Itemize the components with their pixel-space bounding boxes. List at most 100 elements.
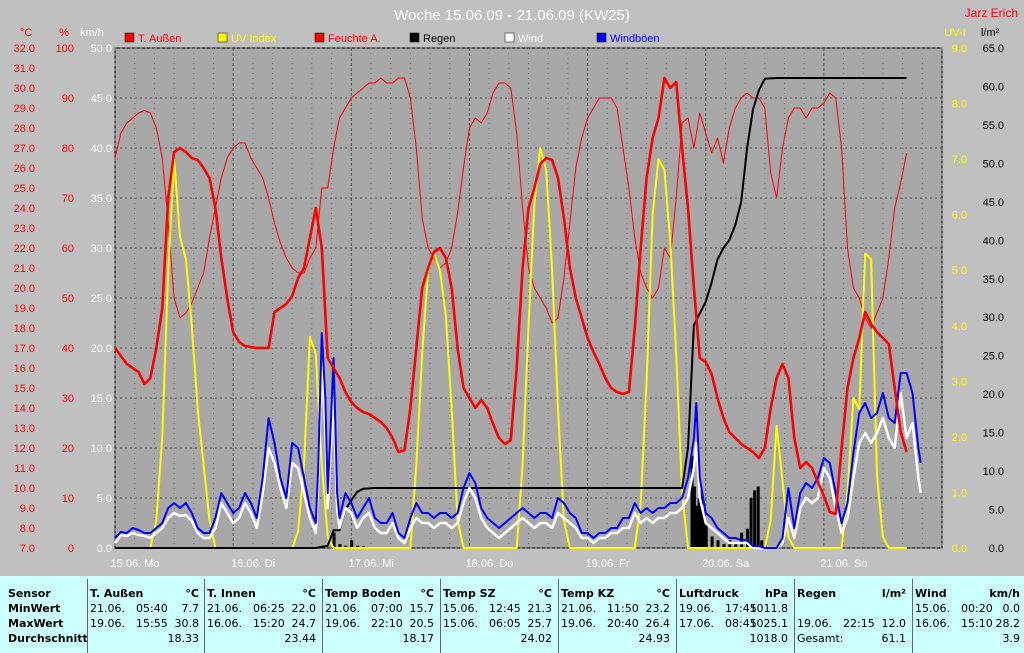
tick-label-rain: 65.0	[983, 43, 1004, 55]
stats-row-label: Durchschnitt	[8, 632, 88, 645]
weather-chart-area: 32.0 31.0 30.0 29.0 28.0 27.0 26.0 25.0 24.0 23.0…	[0, 0, 1024, 576]
tick-label-temp: 26.0	[14, 163, 35, 175]
max-time: 22:10	[371, 617, 403, 630]
stats-row-label: MaxWert	[8, 617, 64, 630]
uv-unit-label: UV-I	[944, 27, 965, 39]
stats-column-separator	[558, 579, 559, 653]
x-tick-label: 15.06. Mo	[111, 558, 160, 570]
max-time: 15:55	[136, 617, 168, 630]
stats-max-row: 19.06. 20:40 26.4	[561, 617, 672, 632]
tick-label-humidity: 10	[62, 493, 74, 505]
legend-swatch	[217, 32, 228, 43]
weather-chart: 32.0 31.0 30.0 29.0 28.0 27.0 26.0 25.0 24.0 23.0…	[0, 0, 1024, 576]
min-date: 21.06.	[325, 602, 360, 615]
legend-label: Windböen	[610, 33, 660, 45]
tick-label-temp: 28.0	[14, 123, 35, 135]
tick-label-uv: 7.0	[952, 154, 967, 166]
stats-min-row: 21.06. 05:40 7.7	[90, 602, 201, 617]
stats-avg-row: 23.44	[207, 632, 318, 647]
tick-label-humidity: 30	[62, 393, 74, 405]
x-tick-label: 17.06. Mi	[349, 558, 394, 570]
stats-header-row: Temp SZ °C	[443, 587, 554, 602]
rain-bar	[704, 524, 708, 548]
rain-bar	[753, 490, 757, 548]
stats-column: Temp SZ °C 15.06. 12:45 21.3 15.06. 06:05 25.7 2…	[443, 581, 554, 653]
tick-label-wind: 5.0	[97, 493, 112, 505]
sensor-unit: hPa	[764, 587, 788, 600]
tick-label-uv: 9.0	[952, 43, 967, 55]
axis-ticks: 32.0 31.0 30.0 29.0 28.0 27.0 26.0 25.0 24.0 23.0…	[14, 43, 1004, 570]
tick-label-temp: 10.0	[14, 483, 35, 495]
rain-bar	[722, 544, 726, 548]
tick-label-rain: 35.0	[983, 274, 1004, 286]
avg-value: 23.44	[284, 632, 317, 645]
max-time: 20:40	[607, 617, 639, 630]
rain-bar	[702, 509, 706, 548]
rain-bar	[749, 498, 753, 548]
stats-max-row: 16.06. 15:10 28.2	[915, 617, 1022, 632]
legend-label: UV Index	[231, 33, 277, 45]
stats-min-row: 21.06. 07:00 15.7	[325, 602, 436, 617]
max-value: 28.2	[995, 617, 1021, 630]
stats-avg-row: 18.33	[90, 632, 201, 647]
series-line-windb-en	[114, 332, 922, 549]
tick-label-rain: 60.0	[983, 81, 1004, 93]
legend-label: Feuchte A.	[328, 33, 381, 45]
max-time: 15:10	[961, 617, 993, 630]
tick-label-temp: 22.0	[14, 243, 35, 255]
tick-label-rain: 45.0	[983, 197, 1004, 209]
min-date: 15.06.	[443, 602, 478, 615]
tick-label-temp: 24.0	[14, 203, 35, 215]
tick-label-wind: 30.0	[91, 243, 112, 255]
stats-column: T. Außen °C 21.06. 05:40 7.7 19.06. 15:55 30.8 1…	[90, 581, 201, 653]
stats-header-row: T. Außen °C	[90, 587, 201, 602]
min-date: 19.06.	[679, 602, 714, 615]
rain-bar	[690, 455, 694, 548]
sensor-unit: °C	[420, 587, 434, 600]
stats-max-row: 19.06. 15:55 30.8	[90, 617, 201, 632]
tick-label-wind: 20.0	[91, 343, 112, 355]
sensor-name: Temp SZ	[443, 587, 496, 600]
max-value: 20.5	[409, 617, 435, 630]
tick-label-rain: 10.0	[983, 466, 1004, 478]
legend-swatch	[504, 32, 515, 43]
tick-label-temp: 23.0	[14, 223, 35, 235]
min-date: 21.06.	[561, 602, 596, 615]
rain-bar	[734, 541, 738, 548]
legend: T. Außen UV Index Feuchte A. Regen Wind Windb…	[124, 32, 660, 45]
sensor-unit: °C	[656, 587, 670, 600]
legend-label: Wind	[518, 33, 543, 45]
temp-unit-label: °C	[20, 27, 32, 39]
rain-bar	[350, 540, 354, 548]
min-time: 05:40	[136, 602, 168, 615]
rain-bar	[710, 536, 714, 548]
tick-label-uv: 4.0	[952, 321, 967, 333]
rain-bar	[695, 505, 699, 548]
sensor-name: T. Außen	[90, 587, 144, 600]
max-date: 19.06.	[561, 617, 596, 630]
tick-label-temp: 29.0	[14, 103, 35, 115]
series-line-t-au-en	[113, 76, 908, 516]
tick-label-temp: 7.0	[20, 543, 35, 555]
hum-unit-label: %	[59, 27, 69, 39]
tick-label-rain: 50.0	[983, 158, 1004, 170]
tick-label-humidity: 40	[62, 343, 74, 355]
tick-label-temp: 31.0	[14, 63, 35, 75]
legend-swatch	[314, 32, 325, 43]
x-tick-label: 16.06. Di	[231, 558, 275, 570]
stats-column: Temp KZ °C 21.06. 11:50 23.2 19.06. 20:40 26.4 2…	[561, 581, 672, 653]
tick-label-temp: 16.0	[14, 363, 35, 375]
min-time: 11:50	[607, 602, 639, 615]
stats-header-row: T. Innen °C	[207, 587, 318, 602]
max-value: 12.0	[881, 617, 907, 630]
min-value: 21.3	[527, 602, 553, 615]
max-time: 22:15	[843, 617, 875, 630]
rain-bar	[699, 490, 703, 548]
tick-label-temp: 12.0	[14, 443, 35, 455]
tick-label-temp: 11.0	[14, 463, 35, 475]
min-date: 21.06.	[90, 602, 125, 615]
tick-label-wind: 0.0	[97, 543, 112, 555]
max-time: 15:20	[253, 617, 285, 630]
min-value: 15.7	[409, 602, 435, 615]
tick-label-humidity: 90	[62, 93, 74, 105]
